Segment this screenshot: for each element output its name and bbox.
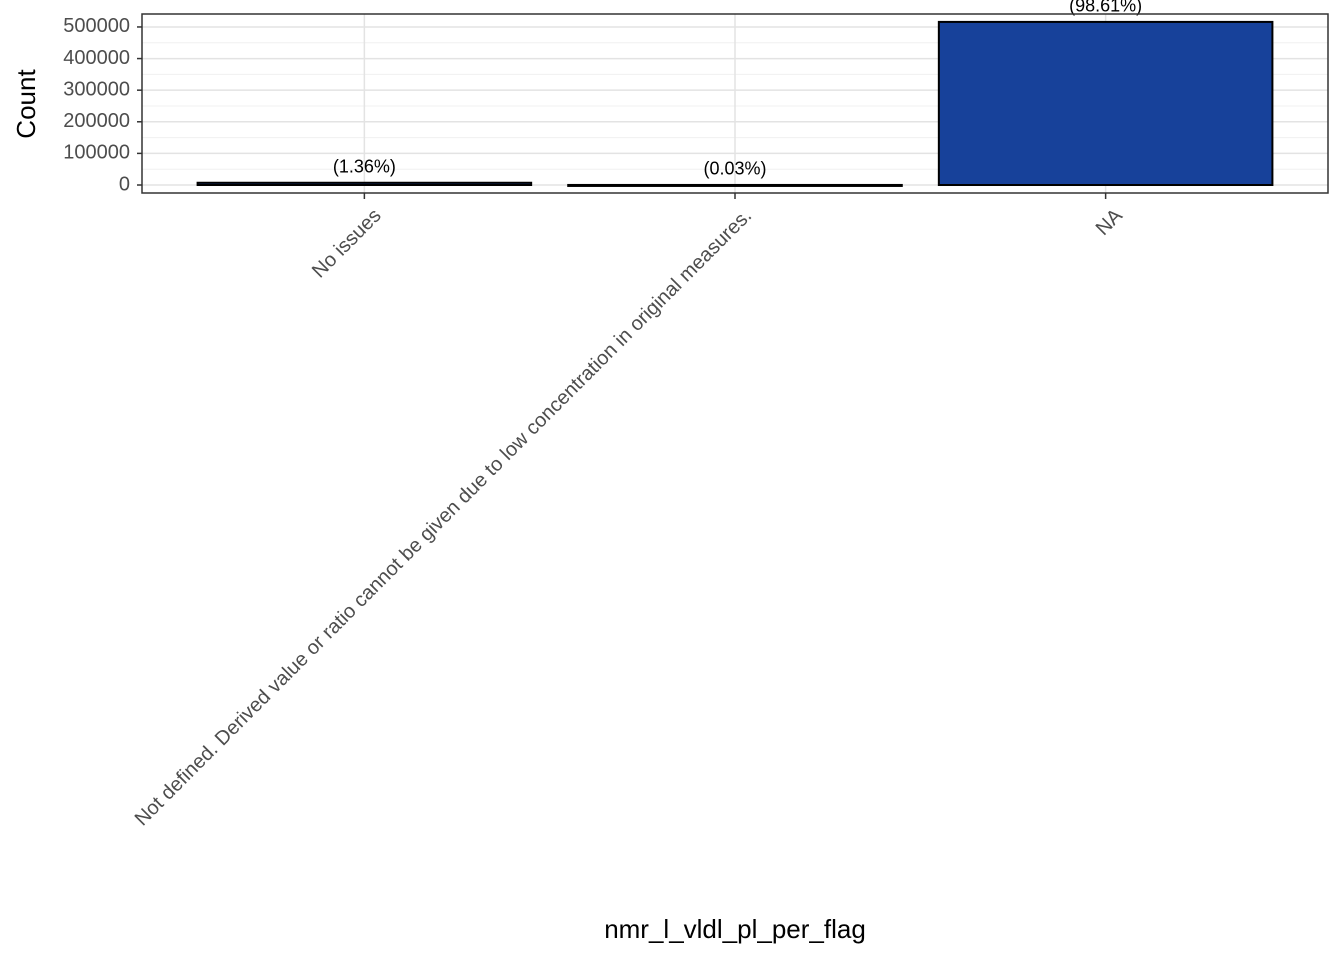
bar-annotation: (1.36%) [333, 157, 396, 177]
y-tick-label: 300000 [63, 78, 130, 100]
x-tick-label: NA [1092, 204, 1128, 240]
y-tick-label: 0 [119, 173, 130, 195]
y-tick-label: 400000 [63, 47, 130, 69]
y-tick-label: 200000 [63, 110, 130, 132]
bar [567, 183, 903, 187]
y-axis-title: Count [11, 69, 41, 139]
bar [196, 181, 533, 187]
bar [937, 20, 1274, 187]
bar-annotation: (98.61%) [1069, 0, 1142, 16]
y-tick-label: 100000 [63, 142, 130, 164]
y-tick-label: 500000 [63, 15, 130, 37]
x-tick-label: Not defined. Derived value or ratio cann… [131, 205, 757, 831]
x-tick-label: No issues [308, 205, 386, 283]
x-axis-title: nmr_l_vldl_pl_per_flag [604, 914, 866, 944]
bar-annotation: (0.03%) [703, 159, 766, 179]
plot-border [141, 13, 1329, 194]
